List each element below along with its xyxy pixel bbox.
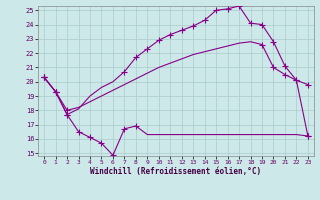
X-axis label: Windchill (Refroidissement éolien,°C): Windchill (Refroidissement éolien,°C) [91,167,261,176]
